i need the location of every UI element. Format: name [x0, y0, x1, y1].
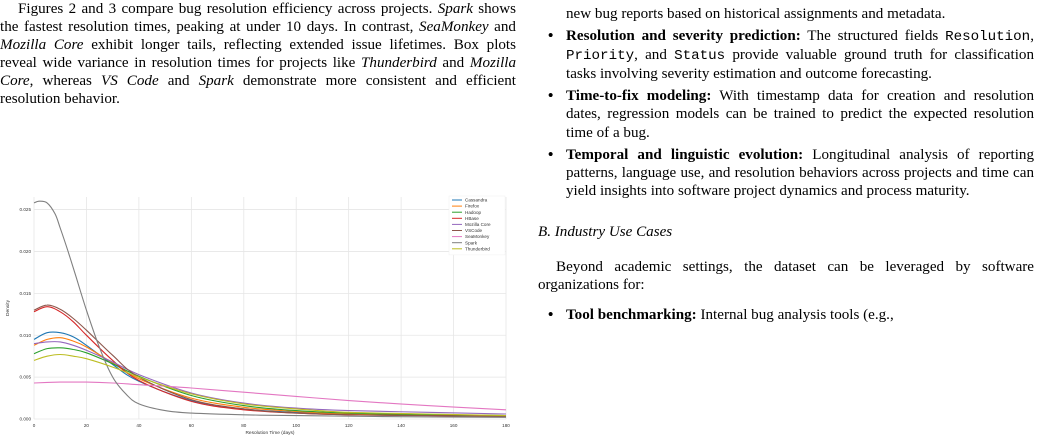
y-tick-label: 0.005 [20, 375, 32, 380]
x-tick-label: 160 [450, 423, 458, 428]
series-line-spark [33, 200, 507, 418]
y-tick-label: 0.010 [20, 333, 32, 338]
bullet-icon: • [548, 88, 554, 105]
y-tick-label: 0.000 [20, 417, 32, 422]
x-axis-label: Resolution Time (days) [245, 430, 294, 436]
legend-entry: Mozilla Core [465, 222, 491, 227]
legend-entry: Firefox [465, 204, 480, 209]
x-tick-label: 0 [33, 423, 36, 428]
list-item: • Temporal and linguistic evolution: Long… [548, 146, 1034, 199]
resolution-time-density-chart: 0 20 40 60 80 100 120 140 160 180 0.000 0.005 0.010 0… [0, 187, 516, 447]
legend-entry: VSCode [465, 228, 483, 233]
list-item: • Tool benchmarking: Internal bug analysi… [548, 307, 894, 324]
industry-paragraph: Beyond academic settings, the dataset ca… [538, 258, 1034, 294]
x-tick-label: 180 [502, 423, 510, 428]
y-tick-label: 0.025 [20, 207, 32, 212]
legend-entry: Hadoop [465, 210, 482, 215]
x-tick-label: 40 [136, 423, 142, 428]
bullet-icon: • [548, 307, 554, 324]
results-paragraph: Figures 2 and 3 compare bug resolution e… [0, 1, 517, 108]
x-tick-label: 140 [397, 423, 405, 428]
x-tick-label: 120 [345, 423, 353, 428]
series-line-firefox [33, 337, 507, 417]
series-line-hadoop [33, 347, 507, 417]
x-tick-label: 100 [292, 423, 300, 428]
y-axis-label: Density [5, 299, 11, 316]
y-tick-label: 0.020 [20, 249, 32, 254]
y-tick-label: 0.015 [20, 291, 32, 296]
x-tick-label: 80 [241, 423, 247, 428]
series-line-thunderbird [33, 353, 507, 417]
x-tick-label: 20 [84, 423, 90, 428]
plot-area [34, 197, 506, 419]
section-heading: B. Industry Use Cases [538, 223, 673, 240]
series-line-mozilla-core [33, 341, 507, 415]
industry-use-cases-list: • Tool benchmarking: Internal bug analysi… [538, 306, 1034, 324]
left-column: Figures 2 and 3 compare bug resolution e… [0, 0, 516, 109]
legend-entry: Spark [465, 240, 478, 245]
legend-entry: SeaMonkey [465, 234, 490, 239]
bullet-icon: • [548, 146, 554, 163]
legend-entry: Cassandra [465, 198, 488, 203]
bullet-icon: • [548, 28, 554, 45]
x-tick-label: 60 [189, 423, 195, 428]
series-line-seamonkey [33, 381, 507, 411]
continuation-text: new bug reports based on historical assi… [566, 6, 946, 22]
research-use-cases-list: • Resolution and severity prediction: The… [538, 27, 1034, 200]
list-item: • Resolution and severity prediction: The… [548, 28, 1034, 83]
legend-entry: HBase [465, 216, 479, 221]
right-column: new bug reports based on historical assi… [538, 0, 1034, 328]
legend-entry: Thunderbird [465, 246, 490, 251]
list-item: • Time-to-fix modeling: With timestamp da… [548, 88, 1034, 141]
